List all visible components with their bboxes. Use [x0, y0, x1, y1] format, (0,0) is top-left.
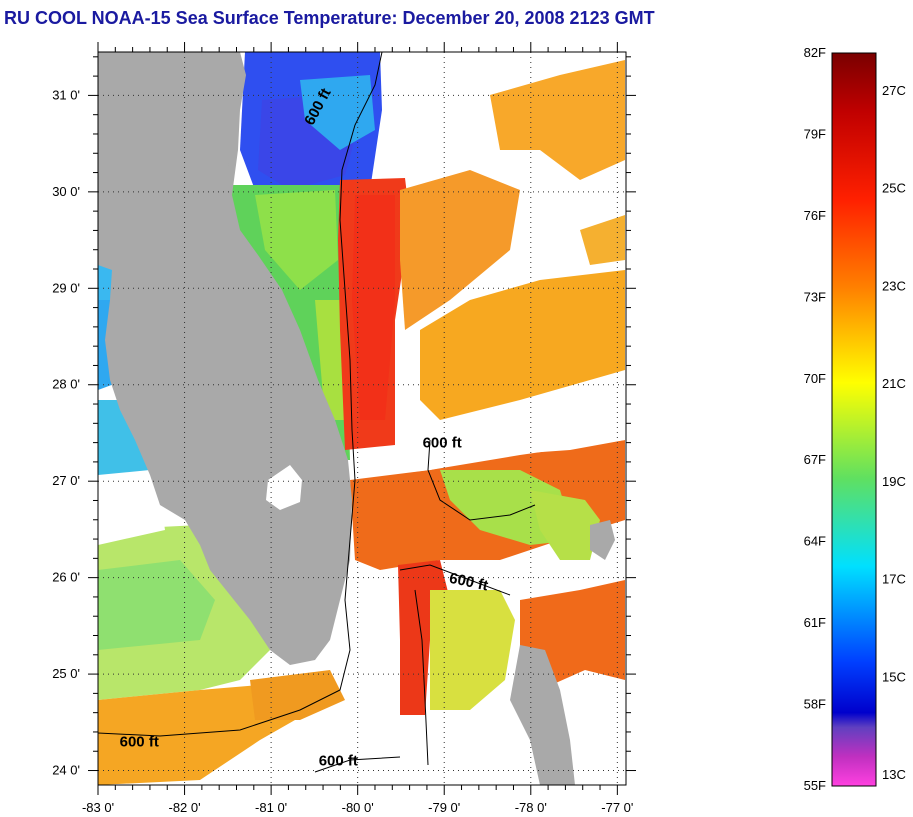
contour-label-600ft: 600 ft [319, 753, 358, 770]
lat-tick-label: 29 0' [52, 280, 80, 295]
colorbar-f-label: 82F [804, 45, 826, 60]
colorbar-c-label: 17C [882, 572, 906, 587]
contour-label-600ft: 600 ft [423, 434, 462, 451]
isobath-line [314, 756, 401, 773]
page-title: RU COOL NOAA-15 Sea Surface Temperature:… [4, 8, 655, 28]
contour-label-600ft: 600 ft [120, 733, 159, 750]
sst-orange-region [580, 215, 625, 265]
colorbar-c-label: 21C [882, 376, 906, 391]
lon-tick-label: -81 0' [255, 800, 287, 815]
sst-orange-region [400, 170, 520, 330]
latitude-labels: 31 0' 30 0' 29 0' 28 0' 27 0' 26 0' 25 0' 24 0' [52, 87, 80, 777]
colorbar-c-label: 27C [882, 83, 906, 98]
lat-tick-label: 24 0' [52, 763, 80, 778]
sst-green-region [530, 490, 600, 560]
sst-cool-region [300, 75, 375, 150]
isobath-line [427, 439, 536, 521]
lat-tick-label: 30 0' [52, 184, 80, 199]
lon-tick-label: -78 0' [515, 800, 547, 815]
colorbar-c-label: 19C [882, 474, 906, 489]
colorbar-f-label: 58F [804, 697, 826, 712]
bahamas-land [510, 645, 575, 785]
isobath-line [414, 589, 429, 766]
colorbar-c-label: 25C [882, 181, 906, 196]
colorbar-f-label: 64F [804, 534, 826, 549]
longitude-labels: -83 0' -82 0' -81 0' -80 0' -79 0' -78 0' -77 … [82, 800, 633, 815]
colorbar-c-label: 23C [882, 278, 906, 293]
lat-tick-label: 27 0' [52, 473, 80, 488]
florida-land [98, 52, 352, 665]
sst-green-region [98, 560, 215, 650]
island-land [215, 150, 230, 170]
swath-gap [350, 405, 625, 478]
colorbar-f-label: 61F [804, 615, 826, 630]
sst-orange-region [490, 60, 625, 180]
colorbar-fahrenheit-labels: 82F 79F 76F 73F 70F 67F 64F 61F 58F 55F [804, 45, 826, 793]
isobath-line [399, 564, 511, 596]
colorbar-f-label: 55F [804, 778, 826, 793]
lon-tick-label: -83 0' [82, 800, 114, 815]
colorbar-f-label: 67F [804, 452, 826, 467]
lat-tick-label: 26 0' [52, 570, 80, 585]
sst-orange-region [250, 670, 345, 720]
lon-tick-label: -80 0' [342, 800, 374, 815]
axis-ticks [88, 42, 636, 795]
colorbar-f-label: 73F [804, 289, 826, 304]
sst-gulf-stream [352, 195, 395, 420]
lat-tick-label: 31 0' [52, 87, 80, 102]
bahamas-land [590, 520, 615, 560]
colorbar-c-label: 13C [882, 767, 906, 782]
land [98, 52, 615, 785]
lon-tick-label: -82 0' [168, 800, 200, 815]
sst-yellow-region [430, 590, 515, 710]
colorbar-scale [831, 52, 877, 787]
colorbar-f-label: 79F [804, 126, 826, 141]
colorbar-f-label: 76F [804, 208, 826, 223]
lat-tick-label: 28 0' [52, 377, 80, 392]
sst-green-region [255, 190, 338, 290]
lon-tick-label: -79 0' [428, 800, 460, 815]
isobath-600ft [98, 52, 536, 773]
sst-orange-region [420, 270, 625, 420]
isobath-line [98, 52, 383, 737]
colorbar-c-label: 15C [882, 669, 906, 684]
grid-lines [98, 52, 626, 785]
lon-tick-label: -77 0' [601, 800, 633, 815]
colorbar-celsius-labels: 27C 25C 23C 21C 19C 17C 15C 13C [882, 83, 906, 782]
lat-tick-label: 25 0' [52, 666, 80, 681]
swath-gap [98, 497, 165, 545]
map-frame [97, 51, 627, 786]
lake-okeechobee [266, 465, 302, 510]
colorbar-f-label: 70F [804, 371, 826, 386]
